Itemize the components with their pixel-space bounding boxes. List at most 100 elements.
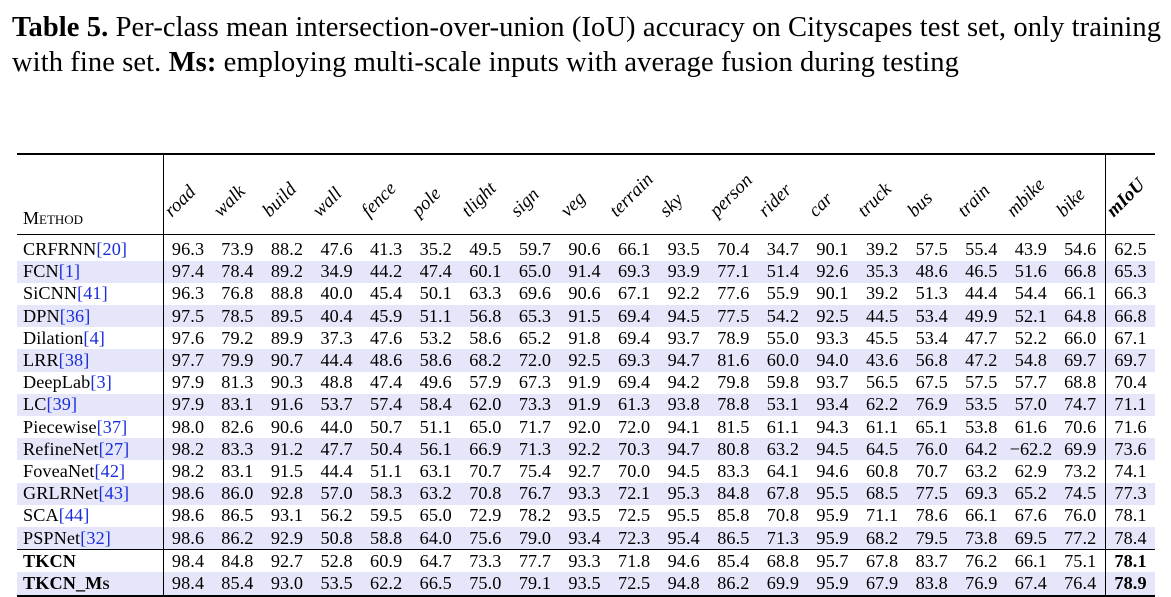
value-cell: 72.0 (510, 349, 560, 372)
value-cell: 84.8 (708, 482, 759, 505)
table-row: CRFRNN[20] 96.3 73.9 88.2 47.6 41.3 35.2 49.5 59… (17, 234, 1156, 261)
value-cell: 72.3 (609, 526, 659, 550)
value-cell: 56.1 (410, 438, 461, 461)
value-cell: 68.2 (857, 526, 907, 550)
value-cell: 69.3 (609, 260, 659, 283)
value-cell: 76.7 (510, 482, 560, 505)
value-cell: 44.4 (311, 349, 362, 372)
citation-link[interactable]: [3] (90, 372, 112, 393)
class-header-rider: rider (754, 179, 797, 221)
miou-cell: 66.3 (1104, 282, 1156, 306)
citation-link[interactable]: [37] (96, 416, 128, 437)
value-cell: 75.6 (460, 526, 511, 550)
method-cell: FoveaNet[42] (17, 460, 164, 483)
value-cell: 47.2 (956, 349, 1007, 372)
citation-link[interactable]: [38] (58, 350, 90, 371)
value-cell: 66.1 (1006, 549, 1056, 573)
value-cell: 71.8 (609, 549, 659, 573)
value-cell: 97.9 (171, 372, 205, 393)
value-cell: 90.1 (816, 283, 849, 304)
value-cell: 61.1 (766, 416, 800, 437)
value-cell: 93.7 (816, 372, 849, 393)
citation-link[interactable]: [43] (98, 483, 130, 504)
citation-link[interactable]: [27] (98, 438, 130, 459)
value-cell: 47.7 (311, 438, 362, 461)
miou-cell: 78.1 (1104, 504, 1156, 527)
method-name: SiCNN (23, 283, 78, 304)
value-cell: 62.9 (1014, 460, 1047, 481)
value-cell: 84.8 (212, 549, 263, 573)
value-cell: 76.9 (956, 572, 1007, 597)
value-cell: 95.5 (807, 482, 858, 505)
citation-link[interactable]: [32] (80, 527, 111, 548)
class-header-cell: tlight (457, 153, 511, 235)
value-cell: 64.8 (1055, 305, 1106, 328)
class-header-truck: truck (853, 178, 897, 221)
value-cell: 47.6 (320, 239, 353, 260)
table-row: FCN[1] 97.4 78.4 89.2 34.9 44.2 47.4 60.1 65.0 91… (17, 260, 1156, 283)
method-cell: DeepLab[3] (17, 371, 164, 394)
citation-link[interactable]: [44] (58, 505, 90, 526)
value-cell: 75.1 (1055, 549, 1106, 573)
value-cell: 61.1 (865, 416, 899, 437)
value-cell: 64.0 (410, 526, 461, 550)
value-cell: 62.0 (460, 393, 511, 416)
value-cell: 51.4 (758, 260, 808, 283)
value-cell: 73.8 (956, 526, 1007, 550)
citation-link[interactable]: [20] (96, 239, 128, 260)
value-cell: 51.6 (1006, 260, 1056, 283)
value-cell: 51.1 (370, 460, 403, 481)
value-cell: 81.3 (221, 372, 254, 393)
value-cell: 54.6 (1064, 239, 1097, 260)
value-cell: 64.1 (766, 460, 800, 481)
value-cell: 97.9 (163, 393, 213, 416)
value-cell: 47.6 (370, 327, 403, 348)
class-header-cell: sky (655, 153, 709, 235)
method-name: DPN (23, 305, 60, 326)
method-cell: LRR[38] (17, 349, 164, 372)
value-cell: 76.0 (1064, 505, 1097, 526)
results-table: Method road walk build wall fence pole tlight si… (17, 153, 1156, 597)
value-cell: 91.4 (559, 260, 610, 283)
value-cell: 69.4 (609, 305, 659, 328)
class-header-tlight: tlight (457, 177, 501, 221)
value-cell: 45.4 (370, 283, 403, 304)
value-cell: 76.9 (906, 393, 957, 416)
value-cell: 94.7 (658, 349, 709, 372)
citation-link[interactable]: [4] (83, 327, 105, 348)
table-row: LRR[38] 97.7 79.9 90.7 44.4 48.6 58.6 68.2 72.0 9… (17, 349, 1156, 372)
value-cell: 65.2 (1006, 482, 1056, 505)
value-cell: 89.2 (262, 260, 312, 283)
value-cell: 94.2 (667, 372, 700, 393)
miou-cell: 70.4 (1104, 371, 1156, 394)
value-cell: 48.8 (320, 372, 353, 393)
value-cell: 67.4 (1006, 572, 1056, 597)
value-cell: 52.8 (311, 549, 362, 573)
class-header-cell: terrain (606, 153, 659, 235)
citation-link[interactable]: [41] (77, 283, 108, 304)
citation-link[interactable]: [42] (94, 460, 126, 481)
value-cell: 46.5 (956, 260, 1007, 283)
value-cell: 61.6 (1014, 416, 1047, 437)
class-header-sky: sky (655, 188, 688, 221)
value-cell: 71.3 (510, 438, 560, 461)
value-cell: 49.9 (956, 305, 1007, 328)
value-cell: 65.1 (915, 416, 948, 437)
value-cell: 53.8 (965, 416, 998, 437)
citation-link[interactable]: [1] (58, 261, 81, 282)
method-cell: GRLRNet[43] (17, 482, 164, 505)
citation-link[interactable]: [36] (59, 305, 91, 326)
value-cell: 94.6 (816, 460, 849, 481)
miou-cell: 67.1 (1104, 327, 1156, 350)
value-cell: 92.0 (568, 416, 601, 437)
citation-link[interactable]: [39] (46, 394, 78, 415)
value-cell: 83.3 (717, 460, 750, 481)
value-cell: 45.9 (361, 305, 411, 328)
value-cell: 95.3 (658, 482, 709, 505)
value-cell: 56.8 (906, 349, 957, 372)
value-cell: 66.1 (1064, 283, 1097, 304)
value-cell: 85.8 (717, 505, 750, 526)
value-cell: 50.4 (361, 438, 411, 461)
value-cell: 94.5 (667, 460, 700, 481)
value-cell: 70.4 (717, 239, 750, 260)
